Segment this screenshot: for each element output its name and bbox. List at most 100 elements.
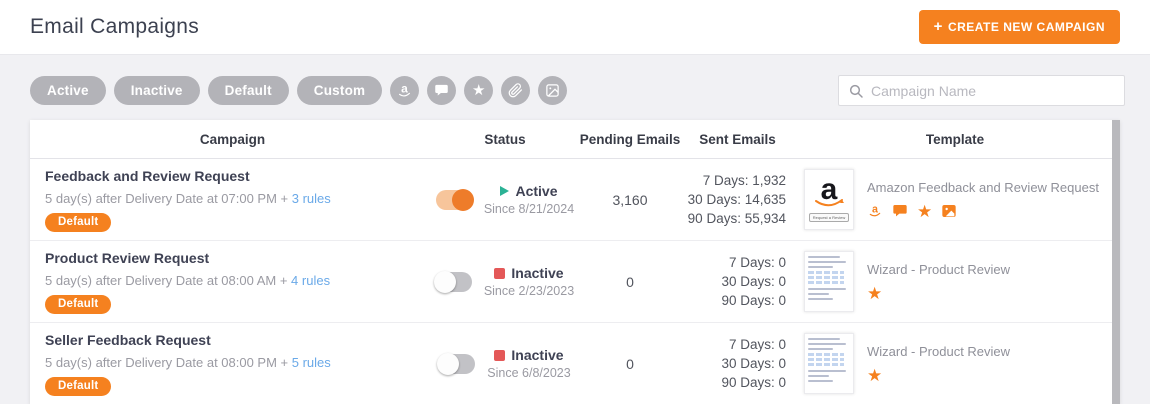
request-review-button: Request a Review (808, 213, 850, 223)
image-icon (545, 83, 560, 98)
page-title: Email Campaigns (30, 15, 200, 38)
pending-emails-value: 3,160 (612, 191, 648, 208)
filter-pill-active[interactable]: Active (30, 76, 106, 105)
template-cell: Wizard - Product Review ★ (790, 251, 1120, 312)
sent-emails-cell: 7 Days: 0 30 Days: 0 90 Days: 0 (685, 253, 790, 310)
filter-attachment-button[interactable] (501, 76, 531, 105)
status-info: Active Since 8/21/2024 (484, 183, 574, 216)
status-toggle[interactable] (433, 270, 472, 293)
column-header-sent-emails: Sent Emails (699, 131, 776, 147)
star-icon: ★ (472, 82, 486, 99)
schedule-text: 5 day(s) after Delivery Date at 08:00 PM… (45, 354, 289, 370)
default-badge: Default (45, 212, 112, 232)
campaign-schedule: 5 day(s) after Delivery Date at 07:00 PM… (45, 191, 435, 206)
template-thumbnail-email[interactable] (804, 333, 854, 394)
top-bar: Email Campaigns + CREATE NEW CAMPAIGN (0, 0, 1150, 55)
status-label: Active (515, 183, 558, 199)
campaign-cell: Feedback and Review Request 5 day(s) aft… (30, 168, 435, 232)
vertical-scrollbar[interactable] (1112, 120, 1120, 404)
star-icon: ★ (867, 283, 883, 303)
sent-emails-cell: 7 Days: 0 30 Days: 0 90 Days: 0 (685, 335, 790, 392)
filter-pill-default[interactable]: Default (207, 76, 289, 105)
email-document-icon (805, 252, 853, 311)
create-new-campaign-label: CREATE NEW CAMPAIGN (947, 20, 1105, 34)
filter-chat-button[interactable] (427, 76, 457, 105)
table-row: Product Review Request 5 day(s) after De… (30, 241, 1120, 323)
toggle-knob (433, 270, 456, 293)
campaign-cell: Product Review Request 5 day(s) after De… (30, 250, 435, 314)
sent-90-days: 90 Days: 0 (721, 375, 786, 391)
rules-link[interactable]: 5 rules (291, 354, 331, 370)
sent-7-days: 7 Days: 0 (728, 254, 786, 270)
template-cell: a Request a Review Amazon Feedback and R… (790, 169, 1120, 230)
campaign-name: Product Review Request (45, 249, 210, 266)
filter-pill-custom[interactable]: Custom (296, 76, 383, 105)
status-cell: Inactive Since 2/23/2023 (433, 265, 575, 298)
status-info: Inactive Since 2/23/2023 (484, 265, 574, 298)
template-name: Amazon Feedback and Review Request (867, 179, 1099, 195)
template-info: Wizard - Product Review ★ (867, 262, 1010, 302)
template-thumbnail-email[interactable] (804, 251, 854, 312)
status-label: Inactive (511, 265, 564, 281)
status-since: Since 6/8/2023 (487, 366, 571, 380)
pending-emails-value: 0 (626, 355, 634, 372)
table-row: Seller Feedback Request 5 day(s) after D… (30, 323, 1120, 404)
sent-30-days: 30 Days: 14,635 (687, 191, 786, 207)
toggle-knob (437, 352, 460, 375)
sent-7-days: 7 Days: 1,932 (702, 172, 786, 188)
status-info: Inactive Since 6/8/2023 (487, 347, 570, 380)
table-header-row: Campaign Status Pending Emails Sent Emai… (30, 120, 1120, 159)
campaign-search (838, 75, 1125, 106)
star-icon: ★ (917, 201, 933, 221)
filter-star-button[interactable]: ★ (464, 76, 494, 105)
campaign-name: Feedback and Review Request (45, 167, 250, 184)
template-icons: a ★ (867, 203, 1099, 220)
inactive-square-icon (494, 349, 506, 361)
campaign-search-input[interactable] (871, 76, 1124, 105)
template-info: Amazon Feedback and Review Request a ★ (867, 180, 1099, 220)
template-name: Wizard - Product Review (867, 343, 1011, 359)
template-icons: ★ (867, 367, 1010, 384)
amazon-logo-icon: a (820, 172, 838, 206)
template-name: Wizard - Product Review (867, 261, 1011, 277)
column-header-template: Template (925, 131, 985, 147)
template-cell: Wizard - Product Review ★ (790, 333, 1120, 394)
status-cell: Inactive Since 6/8/2023 (435, 347, 575, 380)
pending-emails-value: 0 (626, 273, 634, 290)
schedule-text: 5 day(s) after Delivery Date at 07:00 PM… (45, 190, 289, 206)
column-header-status: Status (484, 131, 526, 147)
campaigns-table: Campaign Status Pending Emails Sent Emai… (30, 120, 1120, 404)
sent-emails-cell: 7 Days: 1,932 30 Days: 14,635 90 Days: 5… (685, 171, 790, 228)
sent-7-days: 7 Days: 0 (728, 336, 786, 352)
schedule-text: 5 day(s) after Delivery Date at 08:00 AM… (45, 272, 288, 288)
campaign-schedule: 5 day(s) after Delivery Date at 08:00 PM… (45, 355, 435, 370)
template-thumbnail-amazon[interactable]: a Request a Review (804, 169, 854, 230)
amazon-smile-icon (815, 199, 844, 207)
paperclip-icon (508, 83, 523, 98)
rules-link[interactable]: 4 rules (291, 272, 331, 288)
chat-icon (892, 203, 908, 219)
svg-text:a: a (872, 203, 878, 215)
filter-amazon-button[interactable]: a (390, 76, 420, 105)
image-icon (941, 203, 957, 219)
plus-icon: + (933, 18, 943, 35)
filter-image-button[interactable] (538, 76, 568, 105)
default-badge: Default (45, 376, 112, 396)
status-toggle[interactable] (437, 352, 476, 375)
column-header-pending-emails: Pending Emails (579, 131, 681, 147)
svg-text:a: a (401, 82, 408, 96)
sent-90-days: 90 Days: 0 (721, 293, 786, 309)
filter-pill-inactive[interactable]: Inactive (113, 76, 200, 105)
star-icon: ★ (867, 365, 883, 385)
sent-30-days: 30 Days: 0 (721, 273, 786, 289)
filter-bar: Active Inactive Default Custom a ★ (0, 55, 1150, 120)
default-badge: Default (45, 294, 112, 314)
template-icons: ★ (867, 285, 1010, 302)
column-header-campaign: Campaign (199, 131, 266, 147)
campaign-name: Seller Feedback Request (45, 331, 211, 348)
create-new-campaign-button[interactable]: + CREATE NEW CAMPAIGN (918, 10, 1120, 44)
status-since: Since 8/21/2024 (483, 202, 575, 216)
status-toggle[interactable] (435, 188, 474, 211)
rules-link[interactable]: 3 rules (291, 190, 331, 206)
campaign-cell: Seller Feedback Request 5 day(s) after D… (30, 332, 435, 396)
